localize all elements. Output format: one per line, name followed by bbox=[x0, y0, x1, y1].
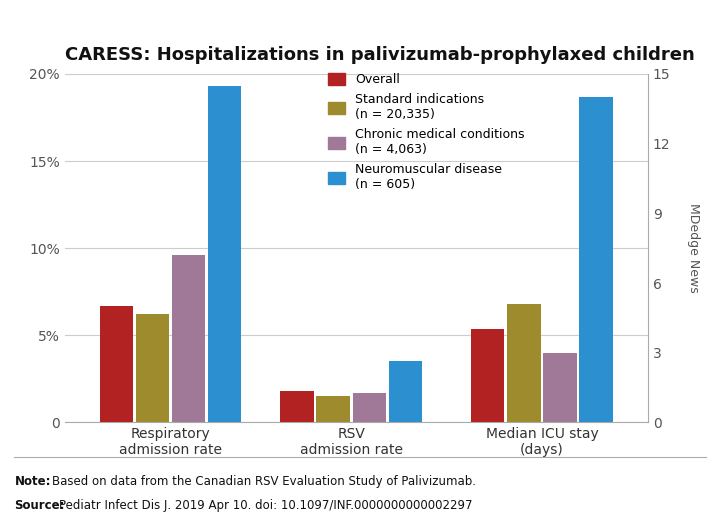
Text: Based on data from the Canadian RSV Evaluation Study of Palivizumab.: Based on data from the Canadian RSV Eval… bbox=[52, 475, 476, 488]
Text: Note:: Note: bbox=[14, 475, 51, 488]
Bar bbox=[317, 396, 350, 422]
Text: Pediatr Infect Dis J. 2019 Apr 10. doi: 10.1097/INF.0000000000002297: Pediatr Infect Dis J. 2019 Apr 10. doi: … bbox=[59, 499, 472, 512]
Bar bbox=[136, 314, 169, 422]
Bar bbox=[508, 304, 541, 422]
Bar bbox=[472, 329, 505, 422]
Text: Source:: Source: bbox=[14, 499, 65, 512]
Bar bbox=[580, 97, 613, 422]
Bar bbox=[544, 353, 577, 422]
Text: CARESS: Hospitalizations in palivizumab-prophylaxed children: CARESS: Hospitalizations in palivizumab-… bbox=[65, 46, 695, 64]
Bar bbox=[208, 86, 241, 422]
Bar bbox=[389, 361, 422, 422]
Y-axis label: MDedge News: MDedge News bbox=[687, 203, 700, 293]
Bar bbox=[280, 391, 314, 422]
Bar bbox=[172, 255, 205, 422]
Bar bbox=[353, 393, 386, 422]
Bar bbox=[100, 306, 133, 422]
Legend: Overall, Standard indications
(n = 20,335), Chronic medical conditions
(n = 4,06: Overall, Standard indications (n = 20,33… bbox=[328, 73, 525, 191]
